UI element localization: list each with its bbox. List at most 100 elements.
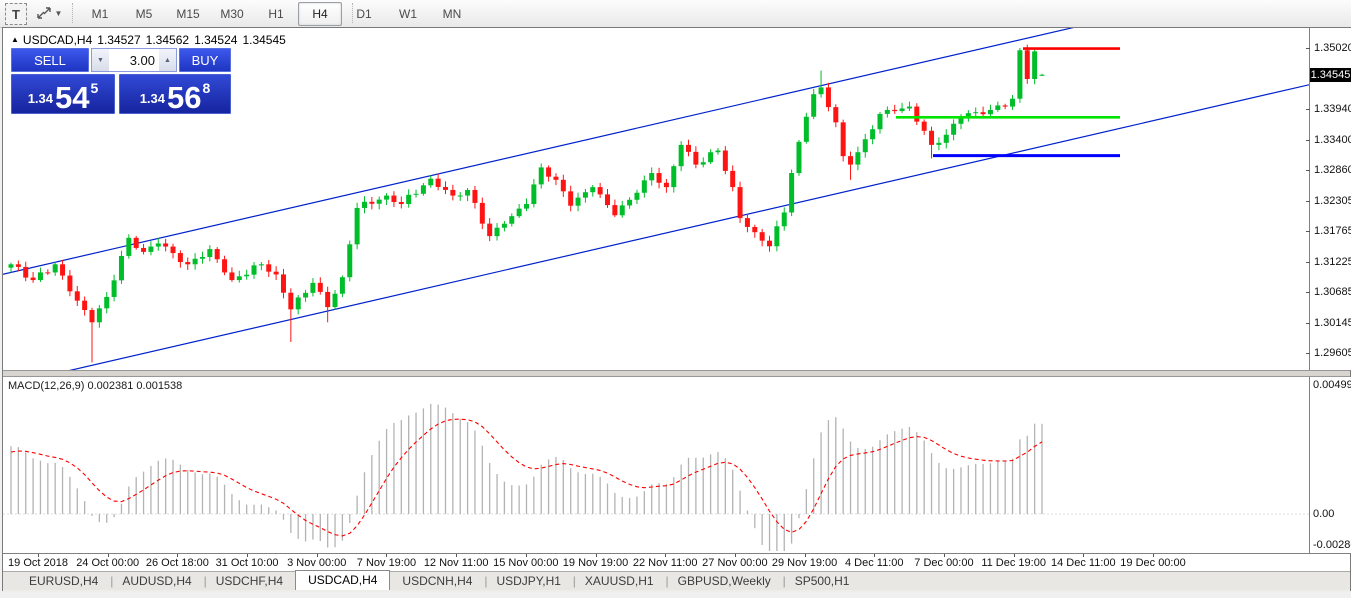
candle-body: [575, 197, 581, 206]
timeframe-button-m5[interactable]: M5: [135, 7, 153, 21]
candle-body: [15, 264, 21, 267]
time-axis[interactable]: 19 Oct 2018 24 Oct 00:00 26 Oct 18:00 31 Oc…: [3, 553, 1350, 572]
candle-body: [384, 195, 390, 200]
candle-body: [177, 253, 183, 263]
candle-body: [634, 192, 640, 200]
time-tick-label: 24 Oct 00:00: [76, 557, 140, 569]
diagonal-arrows-icon: [36, 7, 51, 19]
chart-tab-eurusd-h4[interactable]: EURUSD,H4: [17, 572, 114, 590]
candle-body: [126, 237, 132, 256]
macd-label: MACD(12,26,9) 0.002381 0.001538: [8, 380, 183, 392]
candle-body: [450, 189, 456, 196]
candle-body: [546, 167, 552, 177]
timeframe-button-mn[interactable]: MN: [442, 7, 462, 21]
candle-body: [472, 189, 478, 203]
chart-tab-audusd-h4[interactable]: AUDUSD,H4: [110, 572, 207, 590]
time-tick-label: 19 Dec 00:00: [1120, 557, 1186, 569]
sell-button[interactable]: SELL: [11, 48, 89, 72]
candle-body: [141, 247, 147, 252]
upper-channel-line[interactable]: [3, 28, 1309, 275]
candle-body: [796, 141, 802, 174]
candle-body: [369, 201, 375, 204]
chart-tab-sp500-h1[interactable]: SP500,H1: [794, 574, 850, 588]
time-tick: [734, 554, 736, 557]
candle-body: [1039, 74, 1045, 76]
candle-body: [811, 94, 817, 117]
toolbar-separator: [72, 3, 73, 23]
candle-body: [870, 129, 876, 140]
candle-body: [906, 106, 912, 109]
timeframe-button-w1[interactable]: W1: [399, 7, 417, 21]
price-tick: [1306, 139, 1310, 141]
chart-tab-usdchf-h4[interactable]: USDCHF,H4: [204, 572, 299, 590]
timeframe-button-h1[interactable]: H1: [268, 7, 284, 21]
volume-decrease-button[interactable]: ▼: [92, 49, 109, 71]
price-tick: [1306, 322, 1310, 324]
chart-tab-usdjpy-h1[interactable]: USDJPY,H1: [484, 572, 576, 590]
price-tick-label: 1.29605: [1314, 347, 1351, 359]
candle-body: [457, 195, 463, 197]
text-tool-icon[interactable]: T: [5, 3, 27, 25]
candle-body: [715, 150, 721, 153]
cursor-tool-icon[interactable]: ▼: [32, 3, 66, 23]
sell-price[interactable]: 1.34 54 5: [11, 74, 115, 114]
candle-body: [266, 264, 272, 272]
time-tick-label: 7 Dec 00:00: [914, 557, 974, 569]
chart-tab-usdcnh-h4[interactable]: USDCNH,H4: [390, 572, 487, 590]
timeframe-button-d1[interactable]: D1: [356, 7, 372, 21]
price-tick: [1306, 231, 1310, 232]
chart-tab-xauusd-h1[interactable]: XAUUSD,H1: [573, 572, 668, 590]
candle-body: [494, 227, 500, 237]
candle-body: [376, 199, 382, 204]
candle-body: [708, 152, 714, 163]
price-chart-canvas[interactable]: [3, 28, 1309, 370]
timeframe-button-m15[interactable]: M15: [176, 7, 200, 21]
candle-body: [568, 191, 574, 206]
candle-body: [332, 293, 338, 308]
panel-splitter[interactable]: [3, 370, 1350, 377]
candle-body: [163, 243, 169, 247]
sell-price-pip: 5: [90, 80, 99, 96]
candle-body: [82, 300, 88, 311]
buy-button[interactable]: BUY: [179, 48, 231, 72]
time-tick: [804, 554, 806, 557]
timeframe-button-m1[interactable]: M1: [91, 7, 109, 21]
candle-body: [52, 264, 58, 273]
candle-body: [848, 156, 854, 165]
candle-body: [693, 151, 699, 165]
candle-body: [722, 150, 728, 171]
chart-tab-usdcad-h4[interactable]: USDCAD,H4: [295, 570, 391, 590]
candle-body: [288, 292, 294, 310]
volume-increase-button[interactable]: ▲: [159, 49, 176, 71]
price-axis[interactable]: 1.35020 1.33940 1.33400 1.32860 1.32305 1.317…: [1306, 28, 1351, 370]
ohlc-high: 1.34562: [145, 33, 190, 47]
candle-body: [965, 113, 971, 117]
timeframe-button-h4[interactable]: H4: [298, 2, 342, 26]
chart-tab-gbpusd-weekly[interactable]: GBPUSD,Weekly: [666, 572, 786, 590]
time-tick-label: 22 Nov 11:00: [632, 557, 698, 569]
one-click-trade-panel: SELL ▼ ▲ BUY 1.34 54 5 1.34 56 8: [11, 48, 231, 114]
lower-channel-line[interactable]: [3, 84, 1309, 370]
candle-body: [553, 176, 559, 180]
candle-body: [980, 112, 986, 115]
candle-body: [936, 142, 942, 145]
time-tick-label: 15 Nov 00:00: [493, 557, 559, 569]
buy-price[interactable]: 1.34 56 8: [119, 74, 231, 114]
time-tick-label: 14 Dec 11:00: [1051, 557, 1116, 569]
macd-indicator-canvas[interactable]: [3, 377, 1309, 553]
toolbar-separator: [352, 3, 353, 23]
candle-body: [1002, 105, 1008, 107]
timeframe-button-m30[interactable]: M30: [220, 7, 244, 21]
candle-body: [700, 162, 706, 165]
macd-axis[interactable]: 0.004999 0.00 -0.002868: [1309, 377, 1351, 553]
candle-body: [280, 274, 286, 293]
candle-body: [951, 123, 957, 135]
price-tick-label: 1.33400: [1314, 133, 1351, 146]
candle-body: [789, 173, 795, 213]
candle-body: [509, 216, 515, 224]
price-tick: [1306, 353, 1310, 354]
candle-body: [192, 258, 198, 265]
volume-input[interactable]: [109, 49, 159, 71]
candle-body: [310, 282, 316, 293]
candle-body: [155, 243, 161, 247]
